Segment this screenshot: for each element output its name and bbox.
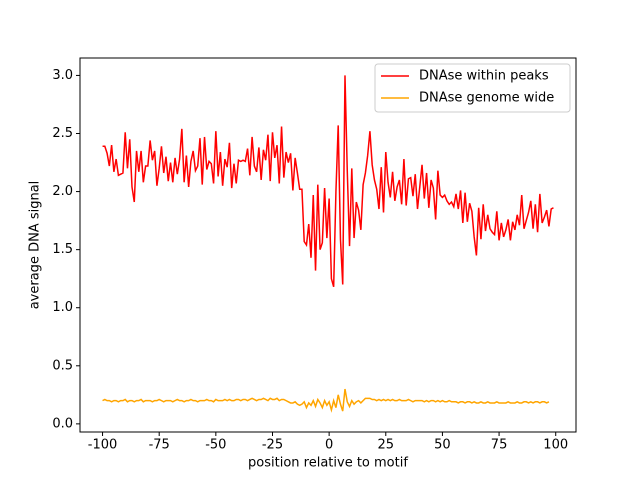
x-tick-label: 0 bbox=[325, 438, 333, 453]
x-tick-label: -50 bbox=[205, 438, 226, 453]
legend-label: DNAse within peaks bbox=[419, 69, 549, 84]
y-axis-label: average DNA signal bbox=[28, 181, 43, 310]
x-tick-label: 100 bbox=[543, 438, 568, 453]
y-tick-label: 3.0 bbox=[52, 68, 73, 83]
legend-box bbox=[374, 63, 571, 113]
x-tick-label: 75 bbox=[491, 438, 508, 453]
x-tick-label: -75 bbox=[149, 438, 170, 453]
x-tick-label: 25 bbox=[378, 438, 395, 453]
y-tick-label: 1.0 bbox=[52, 300, 73, 315]
y-tick-label: 2.0 bbox=[52, 184, 73, 199]
y-tick-label: 2.5 bbox=[52, 126, 73, 141]
x-axis-label: position relative to motif bbox=[248, 456, 408, 471]
x-tick-label: -25 bbox=[262, 438, 283, 453]
y-tick-label: 1.5 bbox=[52, 242, 73, 257]
y-tick-label: 0.0 bbox=[52, 416, 73, 431]
data-line bbox=[102, 75, 554, 288]
data-line bbox=[102, 388, 550, 413]
x-tick-label: -100 bbox=[88, 438, 118, 453]
x-tick-label: 50 bbox=[434, 438, 451, 453]
legend-label: DNAse genome wide bbox=[419, 91, 554, 106]
plot-frame bbox=[79, 57, 577, 433]
y-tick-label: 0.5 bbox=[52, 358, 73, 373]
